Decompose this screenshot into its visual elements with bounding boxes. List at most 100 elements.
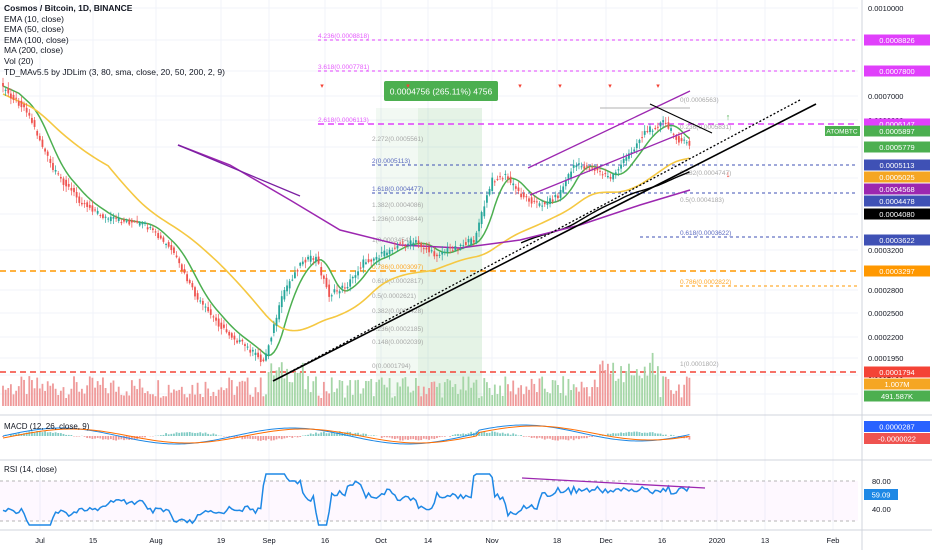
macd-histogram-bar bbox=[259, 436, 262, 441]
macd-histogram-bar bbox=[233, 436, 236, 438]
volume-bar bbox=[599, 364, 601, 406]
macd-histogram-bar bbox=[304, 435, 307, 436]
time-tick-label: Oct bbox=[375, 536, 388, 545]
candle-body bbox=[430, 250, 433, 252]
volume-bar bbox=[194, 394, 196, 406]
macd-histogram-bar bbox=[191, 432, 194, 436]
candle-body bbox=[420, 242, 423, 248]
candle-body bbox=[17, 101, 20, 106]
candle-body bbox=[462, 245, 465, 247]
time-axis[interactable]: Jul 15 Aug 19 Sep 16 Oct 14 Nov 18 Dec 16 2020 13 Feb bbox=[35, 536, 839, 545]
macd-histogram-bar bbox=[272, 436, 275, 441]
candle-body bbox=[107, 218, 110, 220]
volume-bar bbox=[254, 387, 257, 406]
ema10-line bbox=[2, 85, 690, 357]
macd-label[interactable]: MACD (12, 26, close, 9) bbox=[4, 422, 90, 431]
time-tick-label: Feb bbox=[827, 536, 840, 545]
volume-bar bbox=[467, 376, 470, 406]
wedge-line bbox=[649, 103, 713, 134]
volume-bar bbox=[351, 394, 354, 406]
candle-body bbox=[396, 245, 399, 249]
legend-ema10[interactable]: EMA (10, close) bbox=[4, 13, 64, 24]
candle-body bbox=[451, 250, 454, 252]
volume-bar bbox=[175, 390, 178, 406]
macd-histogram-bar bbox=[417, 436, 420, 441]
volume-bar bbox=[283, 378, 286, 406]
candle-body bbox=[457, 248, 459, 250]
macd-histogram-bar bbox=[557, 436, 559, 441]
macd-histogram-bar bbox=[543, 436, 546, 440]
price-label-box bbox=[864, 390, 930, 402]
volume-bar bbox=[251, 396, 254, 406]
candle-body bbox=[475, 232, 478, 243]
candle-body bbox=[501, 178, 504, 180]
price-axis[interactable]: 0.00100000.00090000.00080000.00070000.00… bbox=[825, 4, 930, 514]
macd-histogram-bar bbox=[165, 433, 167, 436]
volume-bar bbox=[475, 379, 478, 406]
macd-histogram-bar bbox=[580, 436, 583, 439]
trend-lines[interactable]: ▾ ▾ ▾ ▾ ▾ ▾ ↑ ↓ bbox=[177, 83, 817, 382]
volume-bar bbox=[559, 392, 562, 406]
candle-body bbox=[386, 252, 388, 256]
time-tick-label: 14 bbox=[424, 536, 432, 545]
macd-histogram-bar bbox=[188, 431, 191, 436]
candle-body bbox=[535, 201, 538, 203]
volume-bar bbox=[333, 392, 336, 406]
macd-histogram-bar bbox=[204, 432, 207, 436]
macd-histogram-bar bbox=[280, 436, 283, 440]
legend-volume[interactable]: Vol (20) bbox=[4, 55, 34, 66]
macd-histogram-bar bbox=[207, 433, 210, 436]
candle-body bbox=[259, 354, 262, 362]
volume-bar bbox=[522, 394, 525, 406]
volume-bar bbox=[372, 396, 375, 406]
macd-signal-box bbox=[864, 433, 930, 444]
candle-body bbox=[412, 242, 415, 246]
time-tick-label: 18 bbox=[553, 536, 561, 545]
candle-body bbox=[325, 277, 328, 288]
legend-ma200[interactable]: MA (200, close) bbox=[4, 45, 64, 56]
legend-ema50[interactable]: EMA (50, close) bbox=[4, 24, 64, 35]
volume-bar bbox=[70, 388, 73, 406]
macd-histogram-bar bbox=[591, 436, 594, 438]
candle-body bbox=[99, 215, 102, 217]
price-label: 1.007M bbox=[884, 380, 909, 389]
volume-bar bbox=[672, 393, 675, 406]
legend-ema100[interactable]: EMA (100, close) bbox=[4, 34, 69, 45]
macd-histogram-bar bbox=[396, 436, 399, 439]
candle-body bbox=[480, 212, 483, 225]
volume-bar bbox=[217, 389, 220, 406]
price-label: 0.0003297 bbox=[879, 267, 914, 276]
volume-bar bbox=[128, 395, 131, 406]
macd-histogram-bar bbox=[59, 433, 62, 436]
volume-bar bbox=[541, 376, 544, 406]
candle-body bbox=[217, 318, 220, 327]
candle-body bbox=[120, 222, 123, 224]
macd-histogram-bar bbox=[178, 432, 181, 436]
macd-histogram-bar bbox=[315, 432, 317, 436]
macd-histogram-bar bbox=[33, 432, 36, 436]
macd-histogram-bar bbox=[646, 432, 649, 436]
macd-histogram-bar bbox=[107, 436, 110, 440]
macd-histogram-bar bbox=[94, 436, 96, 439]
volume-bar bbox=[525, 386, 528, 406]
price-label: 0.0001794 bbox=[879, 368, 914, 377]
macd-histogram-bar bbox=[46, 432, 49, 436]
candle-body bbox=[578, 163, 580, 165]
candlesticks bbox=[2, 77, 691, 367]
macd-histogram-bar bbox=[246, 436, 249, 439]
macd-histogram-bar bbox=[330, 431, 333, 436]
volume-bar bbox=[654, 374, 657, 406]
rsi-label[interactable]: RSI (14, close) bbox=[4, 465, 57, 474]
volume-bar bbox=[388, 378, 391, 406]
volume-bar bbox=[107, 393, 110, 406]
volume-bar bbox=[491, 394, 494, 406]
candle-body bbox=[230, 333, 233, 338]
legend-td-ma[interactable]: TD_MAv5.5 by JDLim (3, 80, sma, close, 2… bbox=[4, 66, 225, 77]
candle-body bbox=[173, 247, 175, 254]
candle-body bbox=[507, 176, 509, 179]
volume-bar bbox=[441, 397, 444, 406]
candle-body bbox=[257, 352, 260, 358]
candle-body bbox=[341, 285, 344, 288]
macd-histogram-bar bbox=[407, 436, 409, 440]
